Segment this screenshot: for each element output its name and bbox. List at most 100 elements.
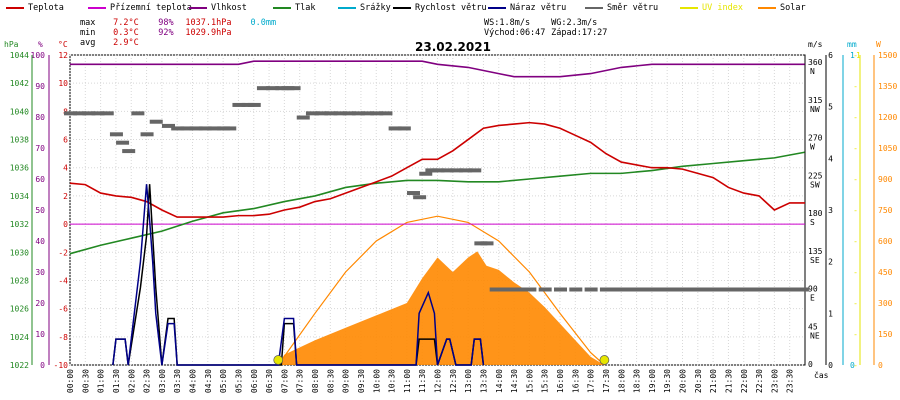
legend-item-8: UV index [680,3,743,13]
wind-direction-dot [538,287,552,292]
x-tick-label: 04:00 [189,369,198,393]
temp-tick: -8 [58,333,68,342]
wind-direction-dot [207,126,221,131]
stats-max-row: max 7.2°C 98% 1037.1hPa 0.0mm [80,18,276,28]
legend-swatch [338,7,356,9]
uv-tick: - [853,82,858,91]
uv-tick: - [853,206,858,215]
direction-tick: 45 [808,322,818,331]
wind-direction-dot [116,140,130,145]
x-tick-label: 23:30 [786,369,795,393]
rain-tick-bottom: 0 [850,361,855,370]
x-tick-label: 22:30 [755,369,764,393]
wind-direction-dot [100,111,114,116]
wind-direction-dot [554,287,567,292]
sunset-value: Západ:17:27 [551,28,608,38]
rain-axis-unit: mm [847,40,857,49]
stats-max-temp: 7.2°C [113,18,139,28]
legend-swatch [680,7,698,9]
solar-axis-unit: W [876,40,881,49]
wind-direction-dot [140,132,154,137]
x-tick-label: 01:00 [97,369,106,393]
humidity-tick: 100 [31,51,46,60]
x-tick-label: 01:30 [112,369,121,393]
wind-tick: 2 [828,258,833,267]
pressure-line [69,151,805,255]
wind-info-row-2: Východ:06:47 Západ:17:27 [484,28,607,38]
temp-tick: -4 [58,276,68,285]
wind-direction-dot [91,111,105,116]
solar-tick: 1350 [878,82,897,91]
uv-tick: - [853,361,858,370]
wind-direction-dot [122,149,136,154]
x-tick-label: 04:30 [204,369,213,393]
wind-direction-dot [480,241,494,246]
humidity-tick: 0 [40,361,45,370]
direction-label: NW [810,105,820,114]
wind-gust-value: WG:2.3m/s [551,18,598,28]
uv-tick: - [853,144,858,153]
legend-label: Teplota [28,3,64,13]
wind-direction-dot [569,287,583,292]
direction-tick: 270 [808,134,823,143]
humidity-line [70,60,805,78]
direction-tick: 315 [808,96,823,105]
legend-swatch [585,7,603,9]
wind-direction-dot [287,86,301,91]
legend-item-1: Přízemní teplota [88,3,192,13]
wind-direction-dot [370,111,384,116]
stats-min-label: min [80,28,96,38]
wind-tick: 4 [828,154,833,163]
legend-item-9: Solar [758,3,806,13]
solar-tick: 150 [878,330,893,339]
x-tick-label: 06:30 [265,369,274,393]
chart-date-title: 23.02.2021 [415,40,491,54]
wind-direction-dot [266,86,280,91]
stats-max-press: 1037.1hPa [185,18,232,28]
x-tick-label: 08:30 [326,369,335,393]
wind-direction-dot [247,102,261,107]
solar-max-line [277,215,605,366]
direction-tick: 180 [808,209,823,218]
uv-point [273,355,284,365]
humidity-tick: 80 [35,113,45,122]
uv-point [599,355,610,365]
wind-direction-dot [379,111,393,116]
legend-item-0: Teplota [6,3,64,13]
legend-swatch [488,7,506,9]
humidity-tick: 50 [35,206,45,215]
x-tick-label: 20:30 [694,369,703,393]
humidity-tick: 60 [35,175,45,184]
temp-tick: -6 [58,305,68,314]
x-tick-label: 11:30 [418,369,427,393]
temp-tick: 4 [63,164,68,173]
humidity-axis-unit: % [38,40,43,49]
wind-direction-dot [397,126,411,131]
pressure-tick: 1040 [10,107,29,116]
direction-tick: 360 [808,58,823,67]
stats-panel: max 7.2°C 98% 1037.1hPa 0.0mm min 0.3°C … [80,18,276,48]
x-tick-label: 07:00 [280,369,289,393]
x-tick-label: 12:00 [434,369,443,393]
solar-tick: 1500 [878,51,897,60]
wind-direction-dot [64,111,77,116]
wind-info-panel: WS:1.8m/s WG:2.3m/s Východ:06:47 Západ:1… [484,18,607,38]
x-tick-label: 15:30 [541,369,550,393]
stats-min-hum: 92% [158,28,174,38]
temperature-line [69,121,805,218]
stats-avg-temp: 2.9°C [113,38,139,48]
direction-label: SW [810,180,820,189]
legend-label: Solar [780,3,806,13]
temp-tick: 12 [58,51,68,60]
pressure-tick: 1032 [10,220,29,229]
direction-label: N [810,67,815,76]
direction-tick: 90 [808,285,818,294]
x-tick-label: 00:00 [66,369,75,393]
pressure-axis-unit: hPa [4,40,19,49]
pressure-tick: 1030 [10,248,29,257]
legend-swatch [189,7,207,9]
direction-tick: 225 [808,171,823,180]
temp-tick: -10 [54,361,69,370]
wind-info-row-1: WS:1.8m/s WG:2.3m/s [484,18,607,28]
x-tick-label: 09:30 [357,369,366,393]
